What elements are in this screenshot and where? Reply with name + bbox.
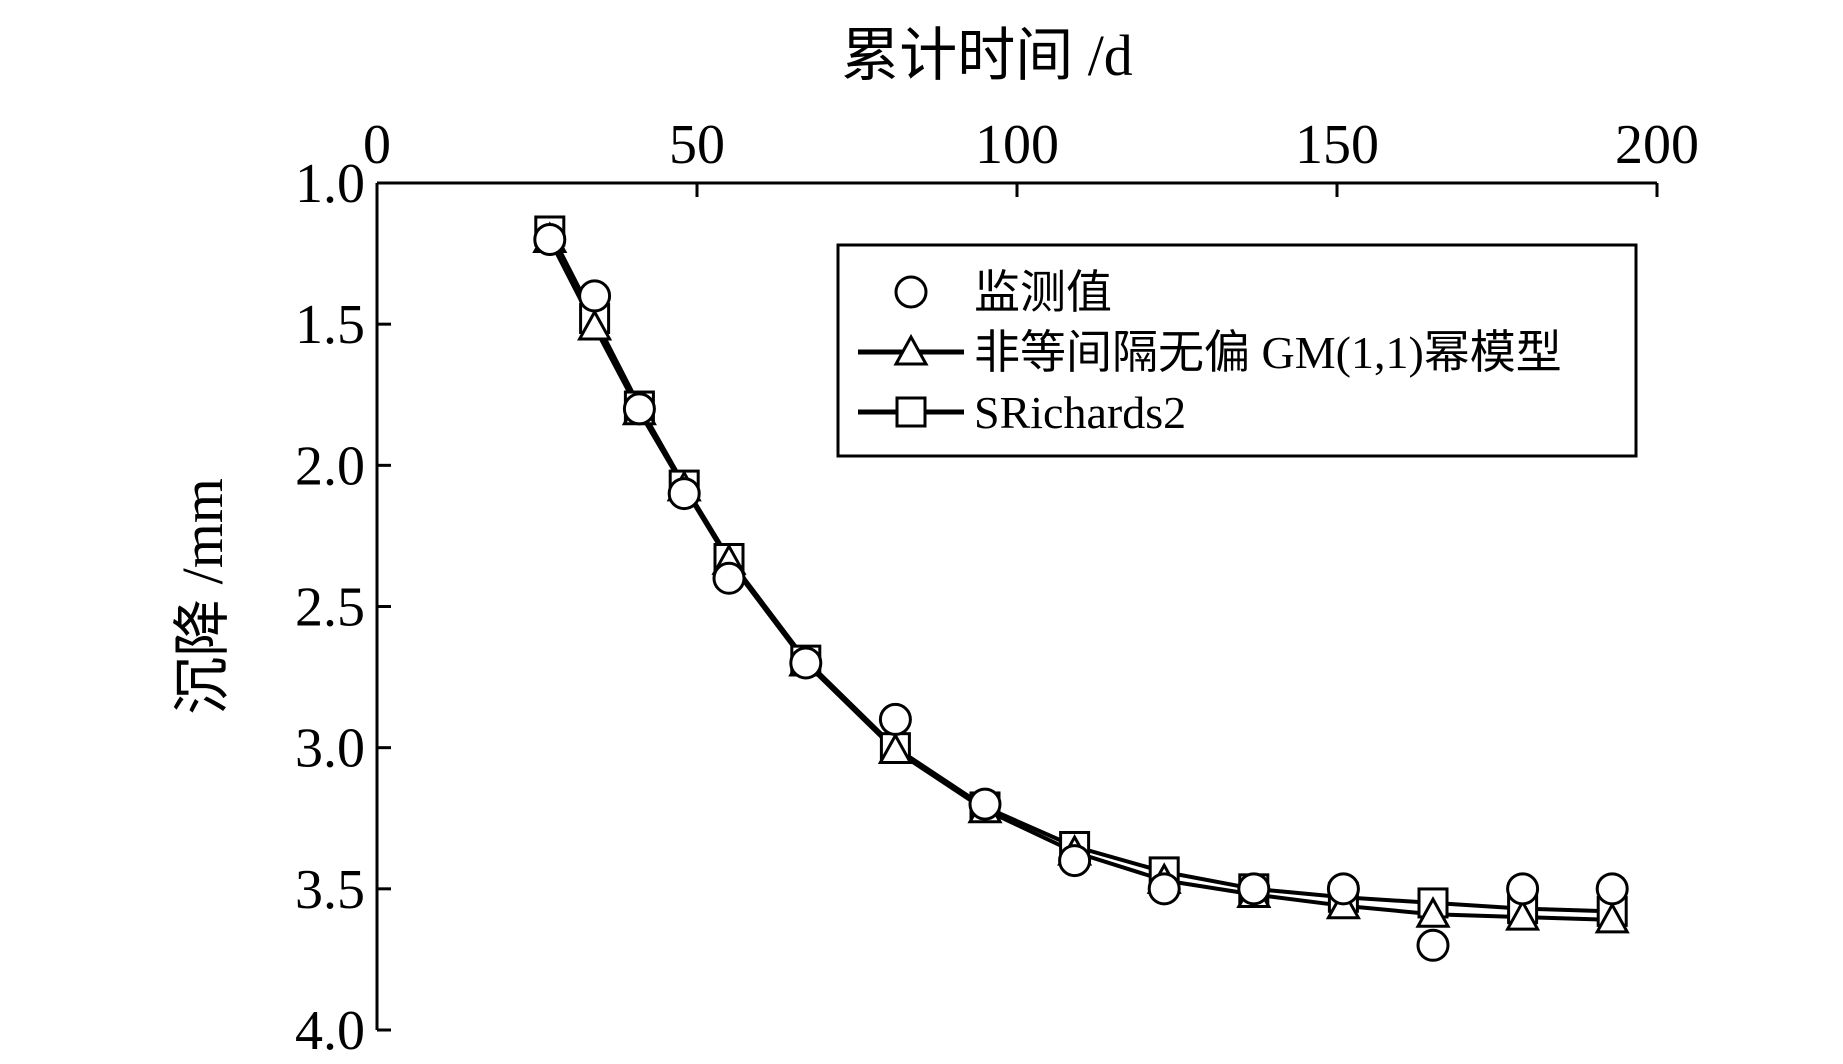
legend-label-srichards2: SRichards2 bbox=[974, 387, 1186, 438]
legend-label-gm11-power: 非等间隔无偏 GM(1,1)幂模型 bbox=[974, 327, 1562, 378]
point-observed bbox=[1506, 872, 1540, 906]
point-observed bbox=[533, 222, 567, 256]
point-observed bbox=[1237, 872, 1271, 906]
point-observed bbox=[1416, 928, 1450, 962]
y-tick-label: 3.0 bbox=[295, 718, 365, 780]
x-tick-label: 100 bbox=[975, 114, 1059, 176]
point-gm11-power bbox=[1505, 898, 1541, 931]
point-observed bbox=[712, 561, 746, 595]
point-observed bbox=[968, 787, 1002, 821]
point-gm11-power bbox=[577, 308, 613, 341]
point-observed bbox=[1058, 844, 1092, 878]
legend-marker-srichards2 bbox=[895, 396, 927, 428]
series-layer bbox=[532, 215, 1630, 962]
x-tick-label: 200 bbox=[1615, 114, 1699, 176]
point-observed bbox=[1595, 872, 1629, 906]
x-tick-label: 50 bbox=[669, 114, 725, 176]
point-observed bbox=[578, 279, 612, 313]
y-tick-label: 2.5 bbox=[295, 577, 365, 639]
legend-marker-observed bbox=[894, 275, 928, 309]
point-observed bbox=[1326, 872, 1360, 906]
legend-label-observed: 监测值 bbox=[974, 267, 1112, 318]
legend-box bbox=[836, 243, 1638, 458]
y-tick-label: 2.0 bbox=[295, 435, 365, 497]
y-tick-label: 1.5 bbox=[295, 294, 365, 356]
x-tick-label: 150 bbox=[1295, 114, 1379, 176]
point-observed bbox=[667, 477, 701, 511]
legend-marker-gm11-power bbox=[893, 333, 929, 366]
point-gm11-power bbox=[877, 732, 913, 764]
point-observed bbox=[1147, 872, 1181, 906]
y-tick-label: 4.0 bbox=[295, 1000, 365, 1062]
x-axis-title: 累计时间 /d bbox=[841, 23, 1133, 88]
y-axis-title: 沉降 /mm bbox=[170, 478, 235, 715]
y-tick-label: 3.5 bbox=[295, 859, 365, 921]
point-gm11-power bbox=[1415, 896, 1451, 928]
point-observed bbox=[789, 646, 823, 680]
y-tick-label: 1.0 bbox=[295, 153, 365, 215]
point-observed bbox=[878, 702, 912, 736]
point-observed bbox=[622, 392, 656, 426]
point-gm11-power bbox=[1594, 901, 1630, 934]
x-tick-label: 0 bbox=[363, 114, 391, 176]
axes: 0 50 100 150 200 1.0 1.5 2.0 2.5 3.0 3.5 4.0 累计时间 /d… bbox=[170, 23, 1699, 1062]
